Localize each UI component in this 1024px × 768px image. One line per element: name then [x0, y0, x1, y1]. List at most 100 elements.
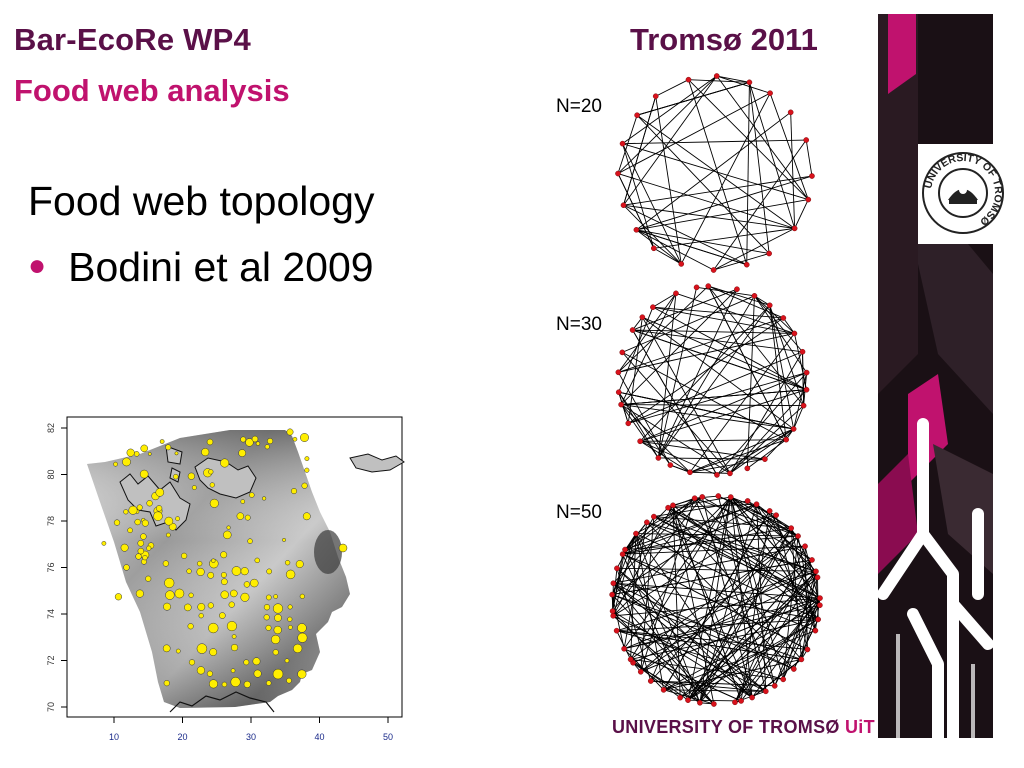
station-dot [223, 530, 232, 540]
network-edge [617, 115, 638, 174]
station-dot [220, 551, 228, 559]
y-tick-label: 78 [46, 516, 56, 526]
network-edge [613, 497, 695, 584]
network-node [815, 616, 821, 623]
network-edge [653, 227, 795, 249]
network-edge [658, 305, 771, 459]
network-edge [790, 528, 802, 660]
bullet-text: Bodini et al 2009 [68, 244, 374, 290]
network-node [803, 386, 810, 393]
network-node [678, 261, 685, 267]
station-dot [164, 577, 175, 589]
station-dot [174, 588, 185, 599]
network-node [790, 426, 797, 432]
network-edge [716, 75, 771, 94]
network-edge [657, 295, 755, 459]
network-edge [617, 173, 795, 229]
network-edge [635, 533, 753, 698]
station-dot [254, 557, 260, 564]
station-dot [230, 676, 241, 687]
station-dot [221, 578, 228, 586]
station-dot [295, 560, 304, 569]
station-dot [146, 500, 153, 507]
network-edge [782, 317, 795, 334]
network-edge [636, 114, 770, 254]
station-dot [101, 540, 107, 546]
station-dot [287, 604, 293, 610]
station-dot [208, 469, 214, 475]
footer-logo-text: UNIVERSITY OF TROMSØ [612, 717, 840, 737]
network-edge [769, 93, 809, 200]
station-dot [274, 614, 282, 622]
network-edge [612, 496, 732, 617]
network-edge [636, 229, 714, 271]
station-dot [240, 592, 250, 602]
network-edge [694, 497, 799, 537]
station-dot [209, 648, 218, 657]
network-edge [729, 351, 803, 474]
network-edge [632, 576, 818, 664]
network-edge [653, 516, 821, 606]
network-edge [628, 317, 784, 424]
island-outline [349, 453, 405, 473]
network-node [715, 493, 722, 499]
network-node [685, 697, 691, 703]
network-edge [802, 351, 805, 406]
station-dot [261, 496, 267, 501]
station-dot [188, 659, 196, 666]
network-edge [657, 287, 698, 459]
network-edge [621, 404, 794, 430]
station-dot [155, 488, 165, 497]
network-node [633, 530, 639, 537]
network-node [619, 551, 626, 557]
network-node [738, 698, 744, 704]
network-node [620, 202, 627, 209]
network-edge [699, 496, 732, 703]
network-edge [622, 545, 806, 555]
network-node [753, 501, 760, 508]
network-edge [624, 549, 701, 703]
network-edge [650, 680, 775, 687]
coastline [169, 691, 275, 713]
station-dot [299, 593, 305, 599]
network-edge [641, 316, 731, 474]
network-node [618, 401, 624, 408]
station-dot [220, 572, 227, 578]
network-node [746, 79, 753, 86]
station-dot [250, 578, 259, 588]
network-node [633, 227, 640, 233]
network-edge [622, 507, 669, 555]
network-edge [620, 404, 659, 459]
station-dot [286, 428, 294, 436]
y-tick-label: 72 [46, 655, 56, 665]
station-dot [187, 472, 195, 480]
network-node [727, 494, 734, 500]
station-dot [207, 571, 215, 579]
network-edge [764, 428, 794, 460]
network-edge [623, 175, 813, 206]
network-edge [621, 404, 804, 407]
network-edge [708, 285, 784, 319]
network-edge [640, 559, 813, 673]
network-edge [699, 527, 792, 703]
station-dot [286, 677, 292, 684]
station-dot [123, 509, 129, 515]
station-dot [245, 438, 254, 447]
network-edge [667, 507, 818, 578]
station-dot [220, 590, 229, 599]
network-edge [657, 293, 677, 459]
network-edge [616, 567, 767, 692]
station-dot [165, 444, 172, 451]
network-edge [620, 404, 691, 473]
network-edge [622, 143, 809, 201]
network-edge [794, 199, 809, 229]
station-dot [292, 436, 298, 442]
network-edge [774, 597, 821, 687]
station-dot [252, 657, 261, 666]
network-edge [618, 391, 671, 466]
network-node [732, 699, 738, 706]
station-dot [266, 568, 273, 575]
station-dot [226, 525, 231, 530]
station-dot [304, 467, 310, 473]
network-node [743, 261, 750, 268]
